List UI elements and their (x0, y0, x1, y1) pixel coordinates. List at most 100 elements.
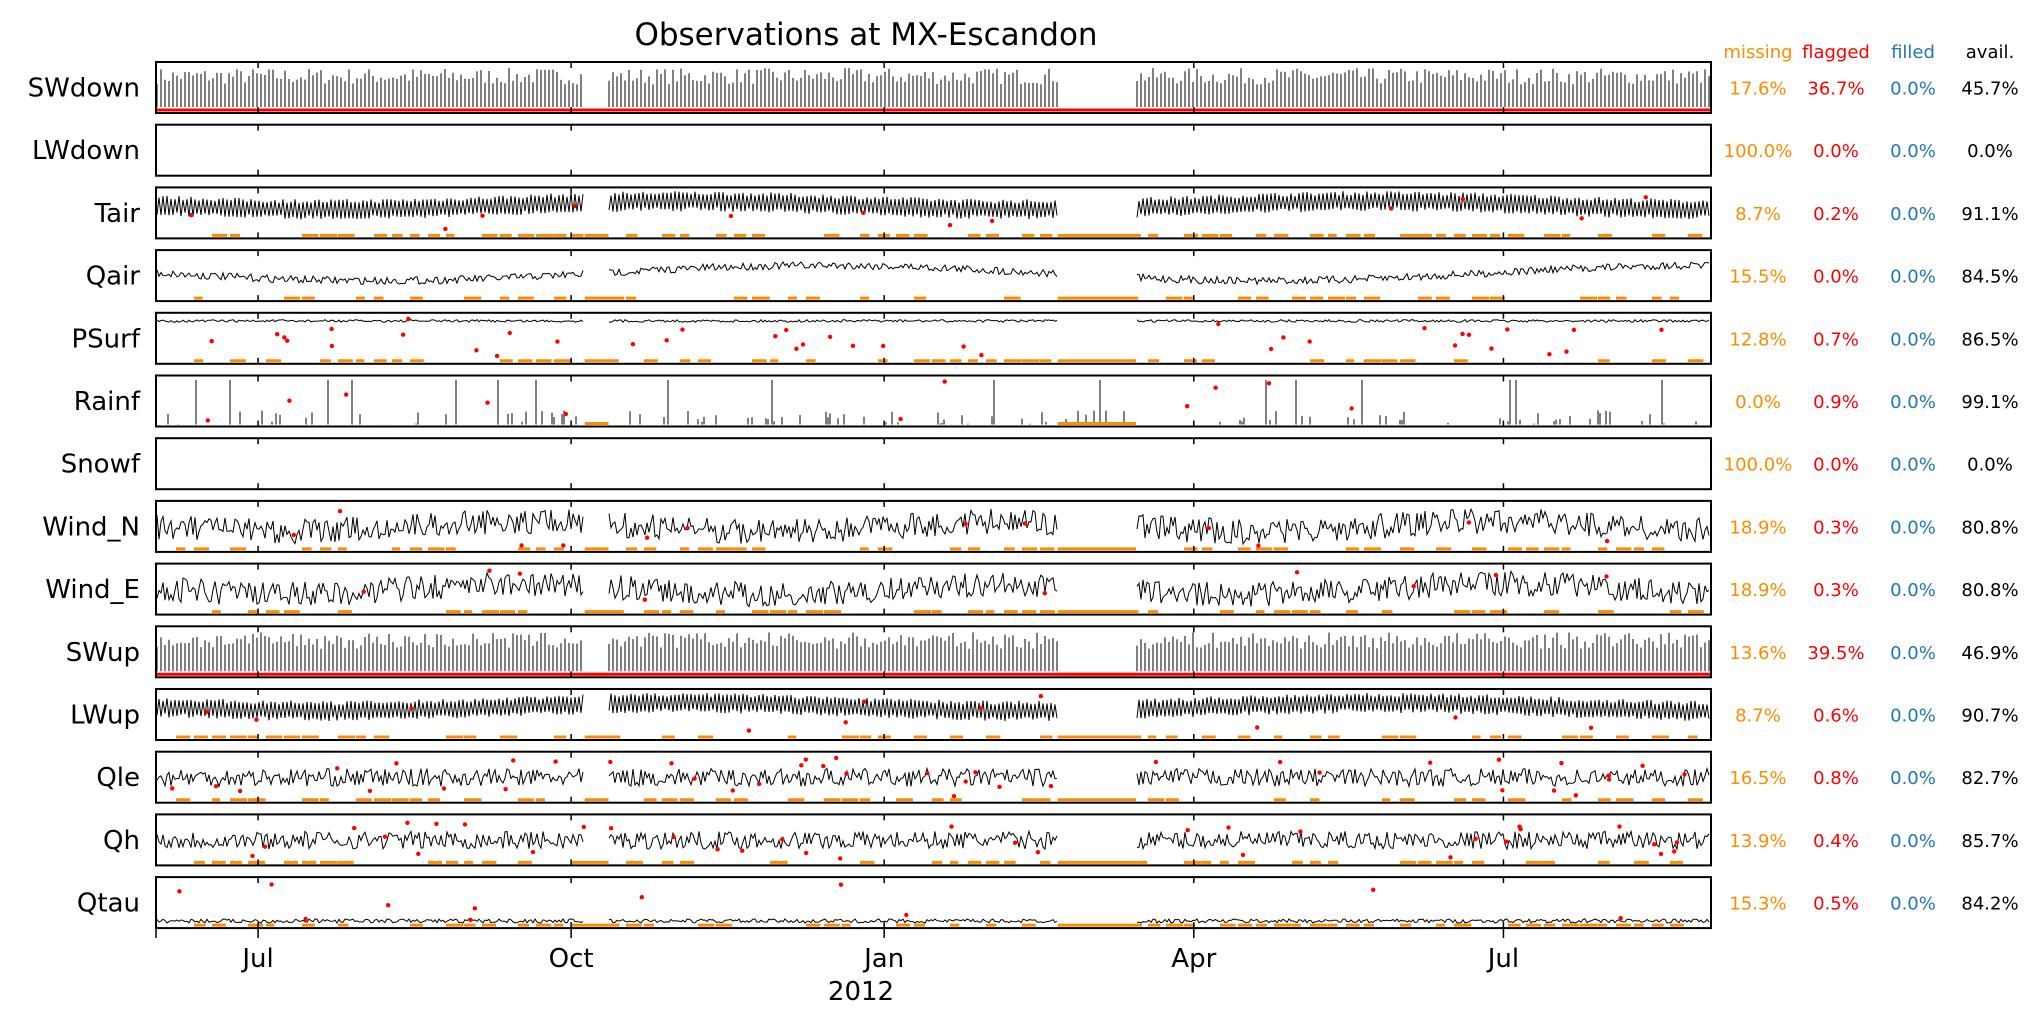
panel-qh: Qh 13.9% 0.4% 0.0% 85.7% (103, 813, 2019, 867)
wind_e-missing-value: 18.9% (1729, 580, 1786, 601)
lwup-flagged-point (1588, 725, 1594, 730)
qle-flagged-point (803, 757, 808, 762)
lwup-flagged-point (1038, 694, 1044, 699)
wind_n-flagged-point (519, 543, 524, 548)
wind_n-flagged-point (644, 535, 650, 540)
swdown-frame (155, 61, 1712, 114)
wind_n-flagged-point (1256, 543, 1261, 548)
qle-flagged-point (170, 786, 175, 791)
qle-flagged-point (1317, 770, 1322, 775)
tair-avail-value: 91.1% (1961, 204, 2018, 225)
psurf-flagged-point (1505, 327, 1510, 332)
lwup-missing-value: 8.7% (1735, 706, 1781, 727)
lwup-flagged-value: 0.6% (1813, 706, 1859, 727)
tair-flagged-value: 0.2% (1813, 204, 1859, 225)
qle-flagged-point (503, 787, 508, 792)
panel-lwdown: LWdown 100.0% 0.0% 0.0% 0.0% (32, 123, 2013, 177)
series-label-qtau: Qtau (77, 889, 140, 919)
psurf-flagged-point (1216, 321, 1221, 327)
qle-flagged-markers (170, 755, 1687, 799)
qh-missing-value: 13.9% (1729, 831, 1786, 852)
psurf-flagged-point (1489, 346, 1494, 351)
panel-swup: SWup 13.6% 39.5% 0.0% 46.9% (66, 625, 2019, 679)
series-label-qle: Qle (96, 763, 140, 793)
rainf-missing-value: 0.0% (1735, 392, 1781, 413)
psurf-flagged-point (800, 342, 806, 347)
psurf-flagged-point (773, 334, 778, 339)
qle-avail-value: 82.7% (1961, 768, 2018, 789)
lwup-trace (156, 692, 1710, 722)
wind_n-flagged-point (1604, 538, 1610, 544)
psurf-flagged-value: 0.7% (1813, 329, 1859, 350)
qh-flagged-point (1674, 840, 1680, 845)
panels-group: SWdown 17.6% 36.7% 0.0% 45.7% LWdown 100.0% 0.0… (28, 61, 2019, 930)
qh-flagged-point (1672, 849, 1677, 854)
wind_n-filled-value: 0.0% (1890, 517, 1936, 538)
qair-avail-value: 84.5% (1961, 267, 2018, 288)
rainf-trace (167, 379, 1697, 425)
qh-frame (155, 813, 1712, 867)
qle-filled-value: 0.0% (1890, 768, 1936, 789)
series-label-psurf: PSurf (71, 324, 140, 354)
qh-flagged-point (1035, 850, 1041, 855)
qh-avail-value: 85.7% (1961, 831, 2018, 852)
wind_n-avail-value: 80.8% (1961, 517, 2018, 538)
panel-psurf: PSurf 12.8% 0.7% 0.0% 86.5% (71, 311, 2019, 365)
tair-flagged-point (1389, 206, 1394, 211)
psurf-flagged-point (1281, 335, 1286, 340)
tair-flagged-point (480, 213, 485, 218)
qtau-flagged-value: 0.5% (1813, 894, 1859, 915)
qh-flagged-point (1448, 855, 1453, 860)
psurf-flagged-point (474, 348, 479, 353)
panel-rainf: Rainf 0.0% 0.9% 0.0% 99.1% (74, 374, 2019, 428)
psurf-flagged-point (784, 327, 789, 333)
psurf-flagged-point (400, 332, 406, 337)
wind_n-flagged-point (685, 525, 690, 531)
swdown-filled-value: 0.0% (1890, 79, 1936, 100)
psurf-flagged-point (1460, 331, 1465, 337)
qtau-flagged-point (386, 903, 391, 908)
qle-flagged-point (692, 776, 697, 781)
qle-flagged-point (335, 766, 340, 771)
qh-flagged-point (1298, 829, 1303, 834)
swup-frame (155, 625, 1712, 679)
swup-filled-value: 0.0% (1890, 643, 1936, 664)
psurf-flagged-point (1659, 327, 1664, 332)
psurf-flagged-point (827, 334, 833, 339)
wind_e-filled-value: 0.0% (1890, 580, 1936, 601)
psurf-frame (155, 311, 1712, 365)
lwup-flagged-point (861, 699, 867, 704)
qtau-flagged-point (1618, 916, 1623, 921)
x-tick-label: Jul (1486, 944, 1519, 974)
qh-flagged-point (671, 834, 676, 840)
wind_e-flagged-markers (361, 568, 1609, 602)
qle-flagged-point (1682, 772, 1687, 777)
wind_n-flagged-value: 0.3% (1813, 517, 1859, 538)
qle-flagged-point (1559, 760, 1564, 766)
psurf-flagged-point (1422, 326, 1427, 331)
qle-flagged-point (213, 784, 219, 789)
qh-flagged-point (462, 822, 468, 827)
qle-flagged-point (756, 781, 762, 787)
rainf-avail-value: 99.1% (1961, 392, 2018, 413)
qair-flagged-value: 0.0% (1813, 267, 1859, 288)
rainf-flagged-point (344, 392, 349, 397)
wind_n-missing-value: 18.9% (1729, 517, 1786, 538)
swup-flagged-value: 39.5% (1807, 643, 1864, 664)
wind_e-flagged-point (1042, 591, 1048, 596)
panel-swdown: SWdown 17.6% 36.7% 0.0% 45.7% (28, 61, 2019, 114)
wind_e-flagged-point (517, 571, 523, 576)
series-label-swup: SWup (66, 638, 140, 668)
tair-flagged-markers (189, 195, 1649, 232)
wind_e-flagged-point (1294, 570, 1300, 575)
series-label-qh: Qh (103, 826, 140, 856)
qh-flagged-point (1518, 827, 1523, 832)
lwdown-missing-value: 100.0% (1724, 141, 1793, 162)
wind_e-flagged-point (487, 568, 492, 573)
qle-missing-value: 16.5% (1729, 768, 1786, 789)
qh-flagged-point (1185, 828, 1190, 833)
qle-flagged-point (237, 788, 243, 794)
qh-flagged-point (352, 825, 357, 831)
qle-flagged-point (799, 763, 804, 768)
psurf-flagged-point (275, 332, 280, 337)
